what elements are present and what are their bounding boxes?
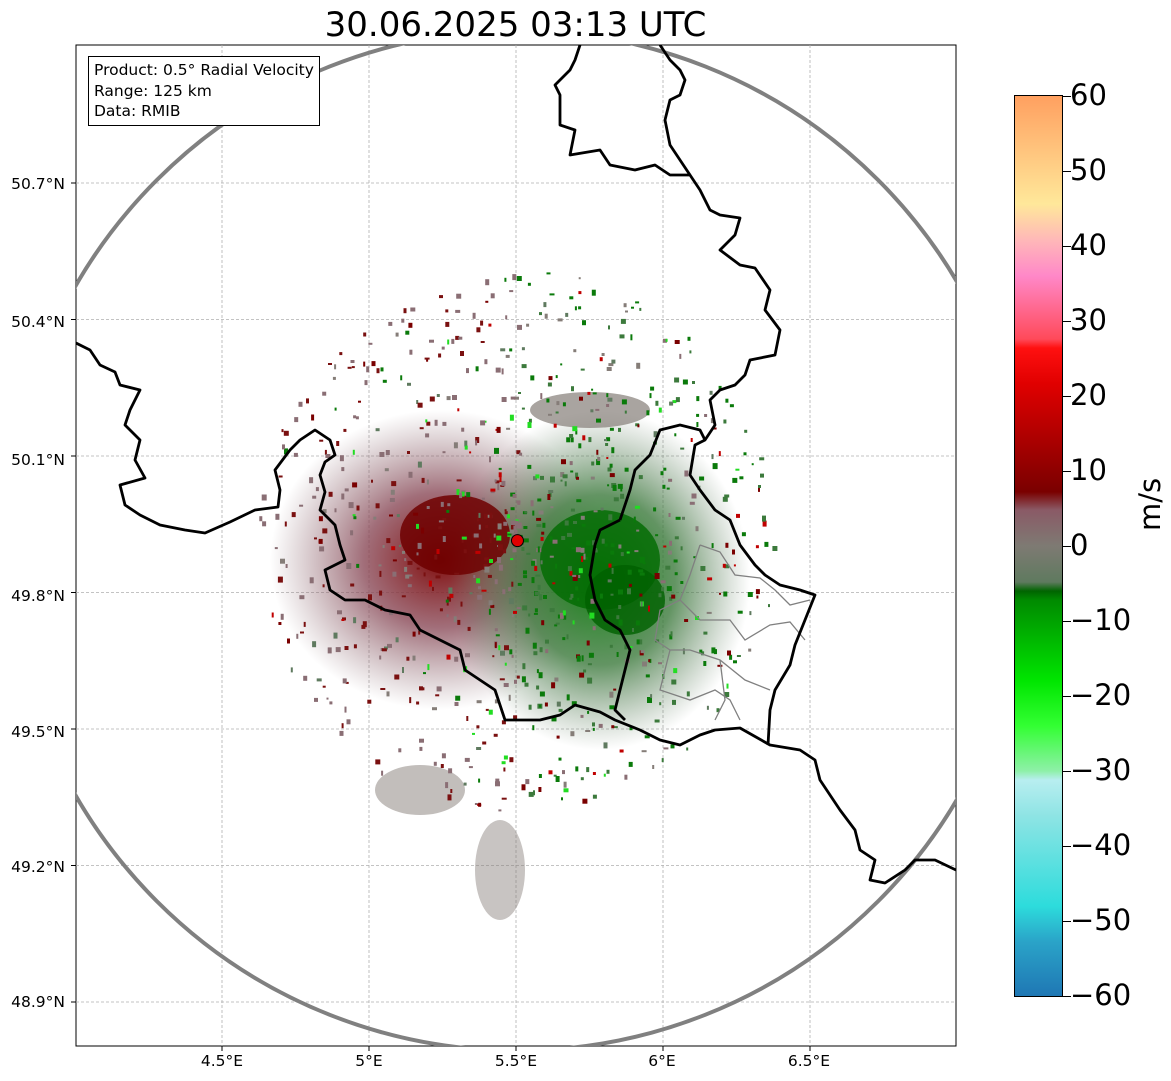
lon-tick-label: 6.5°E xyxy=(787,1052,831,1070)
axis-ticks xyxy=(71,182,811,1051)
lon-tick-label: 6°E xyxy=(648,1052,676,1070)
colorbar-tick-label: −60 xyxy=(1070,978,1132,1012)
colorbar-tick-label: 50 xyxy=(1070,153,1107,187)
lat-tick-label: 50.4°N xyxy=(11,313,65,331)
colorbar-tick xyxy=(1063,846,1071,847)
colorbar-tick xyxy=(1063,696,1071,697)
colorbar-tick-label: −50 xyxy=(1070,903,1132,937)
colorbar-tick-label: 10 xyxy=(1070,453,1107,487)
colorbar-tick-label: −40 xyxy=(1070,828,1132,862)
colorbar xyxy=(1014,95,1063,997)
colorbar-tick xyxy=(1063,321,1071,322)
echo-speckle xyxy=(259,272,778,812)
colorbar-tick xyxy=(1063,546,1071,547)
product-info-box: Product: 0.5° Radial Velocity Range: 125… xyxy=(88,56,320,126)
colorbar-unit-label: m/s xyxy=(1133,477,1167,531)
lat-tick-label: 49.5°N xyxy=(11,723,65,741)
info-range: Range: 125 km xyxy=(94,81,212,100)
colorbar-tick xyxy=(1063,171,1071,172)
lon-tick-label: 4.5°E xyxy=(200,1052,244,1070)
colorbar-tick xyxy=(1063,96,1071,97)
colorbar-tick xyxy=(1063,246,1071,247)
colorbar-tick-label: 40 xyxy=(1070,228,1107,262)
lat-tick-label: 49.8°N xyxy=(11,587,65,605)
lat-tick-label: 49.2°N xyxy=(11,858,65,876)
colorbar-gradient xyxy=(1015,96,1062,996)
colorbar-tick-label: −10 xyxy=(1070,603,1132,637)
lat-tick-label: 50.1°N xyxy=(11,451,65,469)
colorbar-tick xyxy=(1063,921,1071,922)
colorbar-tick xyxy=(1063,996,1071,997)
colorbar-tick-label: 60 xyxy=(1070,78,1107,112)
info-product: Product: 0.5° Radial Velocity xyxy=(94,61,314,79)
lon-tick-label: 5°E xyxy=(355,1052,383,1070)
colorbar-tick xyxy=(1063,621,1071,622)
colorbar-tick xyxy=(1063,471,1071,472)
colorbar-tick-label: −20 xyxy=(1070,678,1132,712)
colorbar-tick-label: 30 xyxy=(1070,303,1107,337)
colorbar-tick-label: −30 xyxy=(1070,753,1132,787)
lon-tick-label: 5.5°E xyxy=(494,1052,538,1070)
colorbar-tick-label: 0 xyxy=(1070,528,1089,562)
lat-tick-label: 48.9°N xyxy=(11,993,65,1011)
lat-tick-label: 50.7°N xyxy=(11,175,65,193)
map-title: 30.06.2025 03:13 UTC xyxy=(324,5,707,45)
colorbar-tick-label: 20 xyxy=(1070,378,1107,412)
radar-site-marker xyxy=(510,534,524,548)
colorbar-tick xyxy=(1063,396,1071,397)
country-borders xyxy=(76,45,956,885)
info-source: Data: RMIB xyxy=(94,102,181,120)
admin-boundaries xyxy=(654,544,811,721)
colorbar-tick xyxy=(1063,771,1071,772)
